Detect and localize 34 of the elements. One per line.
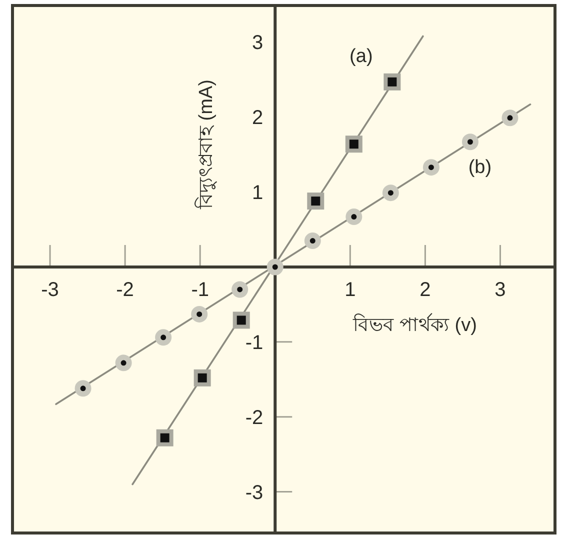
- x-tick-label: -1: [191, 279, 209, 301]
- x-tick-label: -3: [41, 279, 59, 301]
- point: [74, 380, 92, 397]
- point: [345, 136, 362, 153]
- x-axis-title: বিভব পার্থক্য (v): [352, 313, 477, 336]
- point: [422, 159, 440, 176]
- y-tick-label: 1: [252, 182, 264, 204]
- point: [194, 369, 211, 386]
- x-tick-label: 1: [344, 279, 356, 301]
- point: [232, 281, 248, 298]
- point: [232, 312, 250, 329]
- point: [307, 192, 324, 210]
- point: [304, 232, 321, 250]
- point: [382, 184, 399, 202]
- y-tick-label: 2: [252, 107, 264, 130]
- series-label: (a): [350, 46, 373, 67]
- point: [266, 258, 284, 276]
- y-tick-label: 3: [252, 32, 264, 54]
- point: [346, 208, 362, 226]
- point: [502, 110, 518, 126]
- x-tick-label: 3: [494, 279, 506, 301]
- point: [462, 134, 478, 150]
- point: [115, 354, 132, 372]
- series-label: (b): [468, 156, 492, 178]
- y-tick-label: -1: [245, 332, 264, 354]
- x-tick-label: 2: [420, 279, 431, 301]
- point: [155, 329, 172, 346]
- y-tick-label: -2: [245, 406, 264, 429]
- y-tick-label: -3: [245, 482, 264, 504]
- point: [191, 306, 208, 322]
- point: [384, 73, 401, 90]
- y-axis-title: বিদ্যুৎপ্রবাহ (mA): [195, 80, 218, 210]
- point: [156, 429, 174, 446]
- x-tick-label: -2: [116, 279, 134, 301]
